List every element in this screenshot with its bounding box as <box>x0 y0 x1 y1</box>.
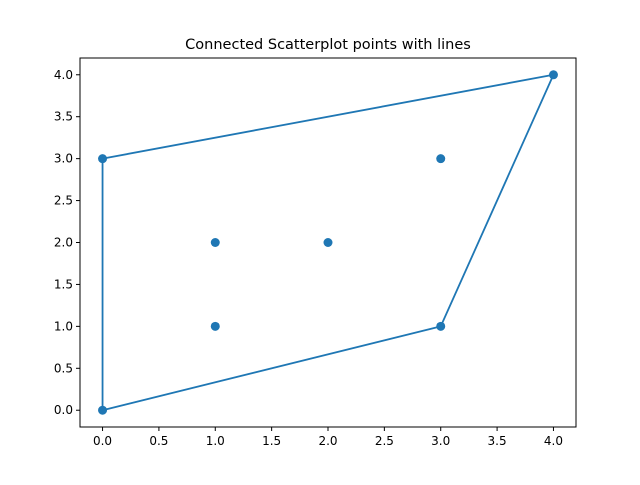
scatter-point <box>210 321 220 331</box>
scatter-point <box>210 238 220 247</box>
y-tick-label: 2.5 <box>54 194 73 208</box>
scatter-point <box>323 238 333 247</box>
scatter-point <box>548 70 558 80</box>
x-tick-label: 2.5 <box>375 434 394 448</box>
y-tick-label: 0.0 <box>54 403 73 417</box>
x-tick-label: 0.0 <box>93 434 112 448</box>
y-tick-label: 3.5 <box>54 110 73 124</box>
scatter-point <box>436 154 446 164</box>
data-series <box>98 70 558 415</box>
scatter-point <box>436 321 446 331</box>
y-tick-label: 4.0 <box>54 68 73 82</box>
x-tick-label: 2.0 <box>318 434 337 448</box>
y-axis: 0.0 0.5 1.0 1.5 2.0 2.5 3.0 3.5 4.0 <box>54 68 80 417</box>
y-tick-label: 1.0 <box>54 319 73 333</box>
x-tick-label: 1.5 <box>262 434 281 448</box>
x-tick-label: 3.0 <box>431 434 450 448</box>
chart-title: Connected Scatterplot points with lines <box>185 37 471 53</box>
y-tick-label: 0.5 <box>54 361 73 375</box>
x-axis: 0.0 0.5 1.0 1.5 2.0 2.5 3.0 3.5 4.0 <box>93 427 563 448</box>
y-tick-label: 2.0 <box>54 236 73 250</box>
scatter-point <box>98 154 108 164</box>
scatter-point <box>98 405 108 415</box>
y-tick-label: 1.5 <box>54 277 73 291</box>
x-tick-label: 3.5 <box>488 434 507 448</box>
x-tick-label: 0.5 <box>149 434 168 448</box>
x-tick-label: 1.0 <box>206 434 225 448</box>
x-tick-label: 4.0 <box>544 434 563 448</box>
y-tick-label: 3.0 <box>54 152 73 166</box>
